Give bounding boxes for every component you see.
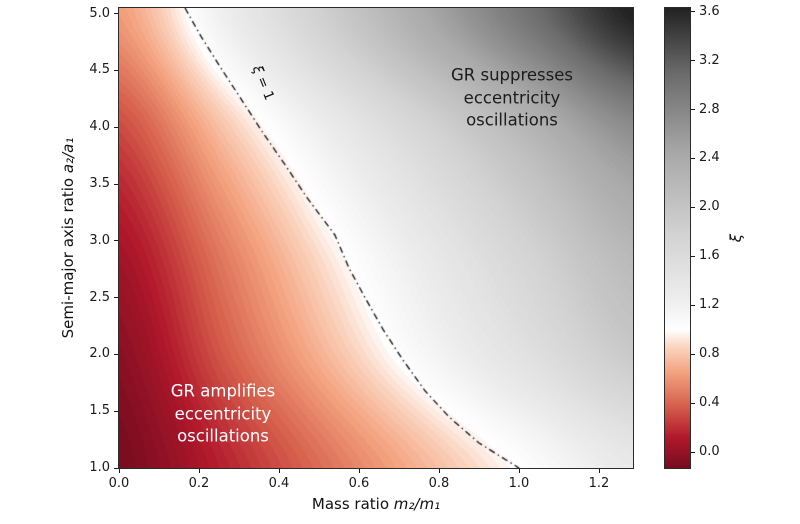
colorbar-tick-mark [691, 451, 695, 453]
y-tick-label: 2.5 [89, 289, 110, 305]
colorbar-tick-mark [691, 402, 695, 404]
contour-field-canvas [119, 8, 633, 468]
colorbar [664, 7, 691, 469]
plot-area [118, 7, 634, 469]
y-tick-mark [114, 353, 118, 355]
y-axis-label-math: a₂/a₁ [59, 137, 77, 174]
colorbar-tick-label: 3.6 [699, 3, 720, 19]
colorbar-tick-label: 2.0 [699, 199, 720, 215]
y-tick-label: 4.5 [89, 62, 110, 78]
x-tick-mark [118, 469, 120, 473]
y-tick-mark [114, 13, 118, 15]
y-tick-label: 3.5 [89, 176, 110, 192]
colorbar-tick-label: 1.6 [699, 248, 720, 264]
y-tick-label: 1.0 [89, 460, 110, 475]
y-tick-label: 1.5 [89, 403, 110, 419]
colorbar-tick-mark [691, 109, 695, 111]
annotation-line: oscillations [466, 110, 558, 130]
x-axis-label: Mass ratio m₂/m₁ [312, 495, 440, 513]
colorbar-tick-label: 0.0 [699, 444, 720, 460]
x-tick-mark [518, 469, 520, 473]
y-tick-mark [114, 69, 118, 71]
x-tick-mark [358, 469, 360, 473]
colorbar-label-xi: ξ [727, 233, 745, 243]
colorbar-tick-mark [691, 11, 695, 13]
colorbar-tick-mark [691, 157, 695, 159]
colorbar-tick-label: 3.2 [699, 52, 720, 68]
x-tick-label: 0.6 [348, 476, 370, 491]
annotation-line: eccentricity [463, 87, 561, 107]
x-axis-label-math: m₂/m₁ [393, 495, 441, 513]
colorbar-tick-label: 0.4 [699, 395, 720, 411]
annotation-line: GR amplifies [170, 381, 276, 401]
colorbar-tick-label: 2.8 [699, 101, 720, 117]
colorbar-tick-label: 0.8 [699, 346, 720, 362]
colorbar-tick-mark [691, 255, 695, 257]
y-tick-label: 2.0 [89, 346, 110, 362]
colorbar-tick-label: 2.4 [699, 150, 720, 166]
y-tick-label: 4.0 [89, 119, 110, 135]
colorbar-label: ξ [727, 234, 745, 242]
y-tick-label: 3.0 [89, 232, 110, 248]
colorbar-gradient-canvas [665, 8, 690, 468]
x-axis-label-text: Mass ratio [311, 495, 394, 513]
x-tick-label: 0.4 [268, 476, 290, 491]
x-tick-label: 1.2 [588, 476, 610, 491]
annotation-line: eccentricity [174, 403, 272, 423]
colorbar-tick-label: 1.2 [699, 297, 720, 313]
y-tick-mark [114, 183, 118, 185]
x-tick-mark [198, 469, 200, 473]
y-tick-mark [114, 240, 118, 242]
x-tick-mark [598, 469, 600, 473]
x-tick-mark [438, 469, 440, 473]
colorbar-tick-mark [691, 60, 695, 62]
y-tick-mark [114, 467, 118, 469]
annotation-line: oscillations [177, 426, 269, 446]
annotation-line: GR suppresses [450, 65, 574, 85]
colorbar-tick-mark [691, 304, 695, 306]
annotation-gr-suppresses: GR suppresses eccentricity oscillations [451, 64, 573, 132]
colorbar-tick-mark [691, 353, 695, 355]
y-tick-mark [114, 410, 118, 412]
x-tick-label: 1.0 [508, 476, 530, 491]
y-axis-label-text: Semi-major axis ratio [59, 173, 77, 339]
x-tick-label: 0.8 [428, 476, 450, 491]
x-tick-mark [278, 469, 280, 473]
y-tick-mark [114, 126, 118, 128]
y-tick-label: 5.0 [89, 5, 110, 21]
colorbar-tick-mark [691, 206, 695, 208]
x-tick-label: 0.0 [108, 476, 130, 491]
y-tick-mark [114, 297, 118, 299]
annotation-gr-amplifies: GR amplifies eccentricity oscillations [171, 380, 275, 448]
x-tick-label: 0.2 [188, 476, 210, 491]
